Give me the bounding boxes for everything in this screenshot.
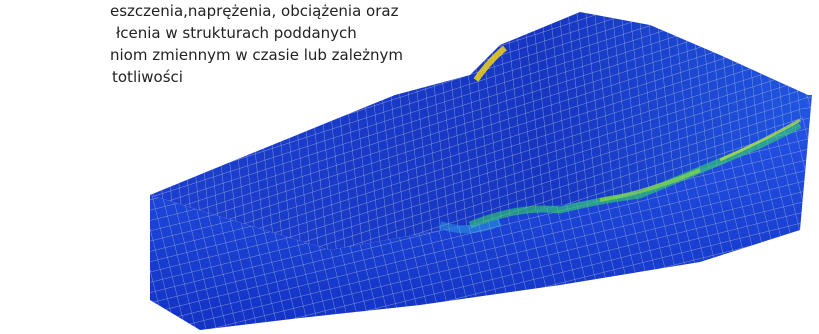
page: eszczenia,naprężenia, obciążenia oraz łc… [0,0,819,334]
caption-line: niom zmiennym w czasie lub zależnym [110,44,403,66]
caption: eszczenia,naprężenia, obciążenia oraz łc… [0,0,403,88]
caption-line: totliwości [112,66,403,88]
caption-line: łcenia w strukturach poddanych [116,22,403,44]
caption-line: eszczenia,naprężenia, obciążenia oraz [110,0,403,22]
